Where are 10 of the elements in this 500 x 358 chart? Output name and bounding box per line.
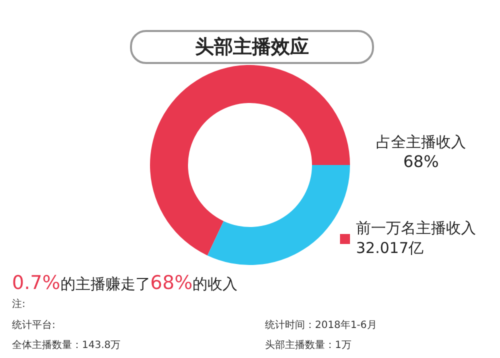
text: 统计平台: (12, 318, 56, 332)
data-label: 68% (402, 152, 440, 172)
text: 注: (12, 298, 26, 311)
text: 头部主播数量：1万 (265, 338, 352, 352)
chart-title: 头部主播效应 (130, 30, 374, 64)
text: 0.7%的主播赚走了68%的收入 (12, 272, 238, 294)
slice-label: 占全主播收入 (375, 132, 467, 152)
text: 统计时间：2018年1-6月 (265, 318, 377, 332)
text: 全体主播数量：143.8万 (12, 338, 121, 352)
text: 前一万名主播收入32.017亿 (356, 218, 477, 258)
